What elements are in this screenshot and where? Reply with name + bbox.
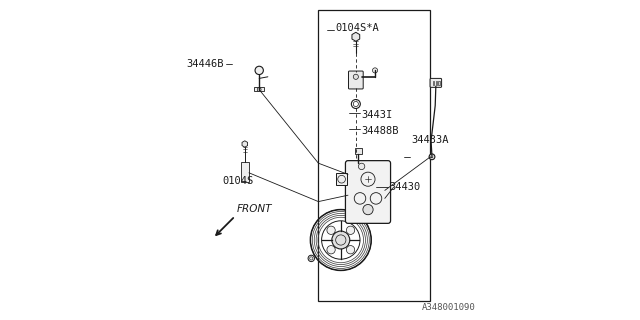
Circle shape	[255, 66, 264, 75]
Text: 34433A: 34433A	[412, 135, 449, 145]
Text: A348001090: A348001090	[422, 303, 475, 312]
Circle shape	[308, 255, 314, 262]
Polygon shape	[352, 32, 360, 41]
Bar	[435, 81, 437, 85]
Bar	[336, 173, 348, 185]
Circle shape	[332, 231, 349, 249]
FancyBboxPatch shape	[346, 161, 390, 223]
Text: FRONT: FRONT	[237, 204, 272, 214]
Circle shape	[257, 88, 261, 92]
Text: 0104S*A: 0104S*A	[335, 23, 379, 33]
Circle shape	[327, 226, 335, 235]
Bar	[433, 81, 435, 85]
Bar	[355, 148, 362, 154]
FancyBboxPatch shape	[349, 71, 364, 89]
Circle shape	[346, 226, 355, 235]
Circle shape	[363, 204, 373, 215]
Bar	[241, 162, 249, 182]
Polygon shape	[242, 141, 248, 147]
Circle shape	[353, 74, 358, 79]
Text: 34430: 34430	[390, 182, 421, 192]
Circle shape	[346, 245, 355, 254]
Text: 34446B: 34446B	[186, 59, 224, 69]
Circle shape	[358, 163, 365, 170]
Circle shape	[327, 245, 335, 254]
Text: 3443I: 3443I	[362, 110, 393, 120]
Circle shape	[429, 154, 435, 160]
Bar	[438, 81, 440, 85]
FancyBboxPatch shape	[430, 78, 442, 87]
Bar	[254, 87, 264, 91]
Text: 0104S: 0104S	[223, 176, 254, 186]
Circle shape	[372, 68, 378, 73]
Text: 34488B: 34488B	[362, 126, 399, 136]
Bar	[319, 10, 430, 301]
